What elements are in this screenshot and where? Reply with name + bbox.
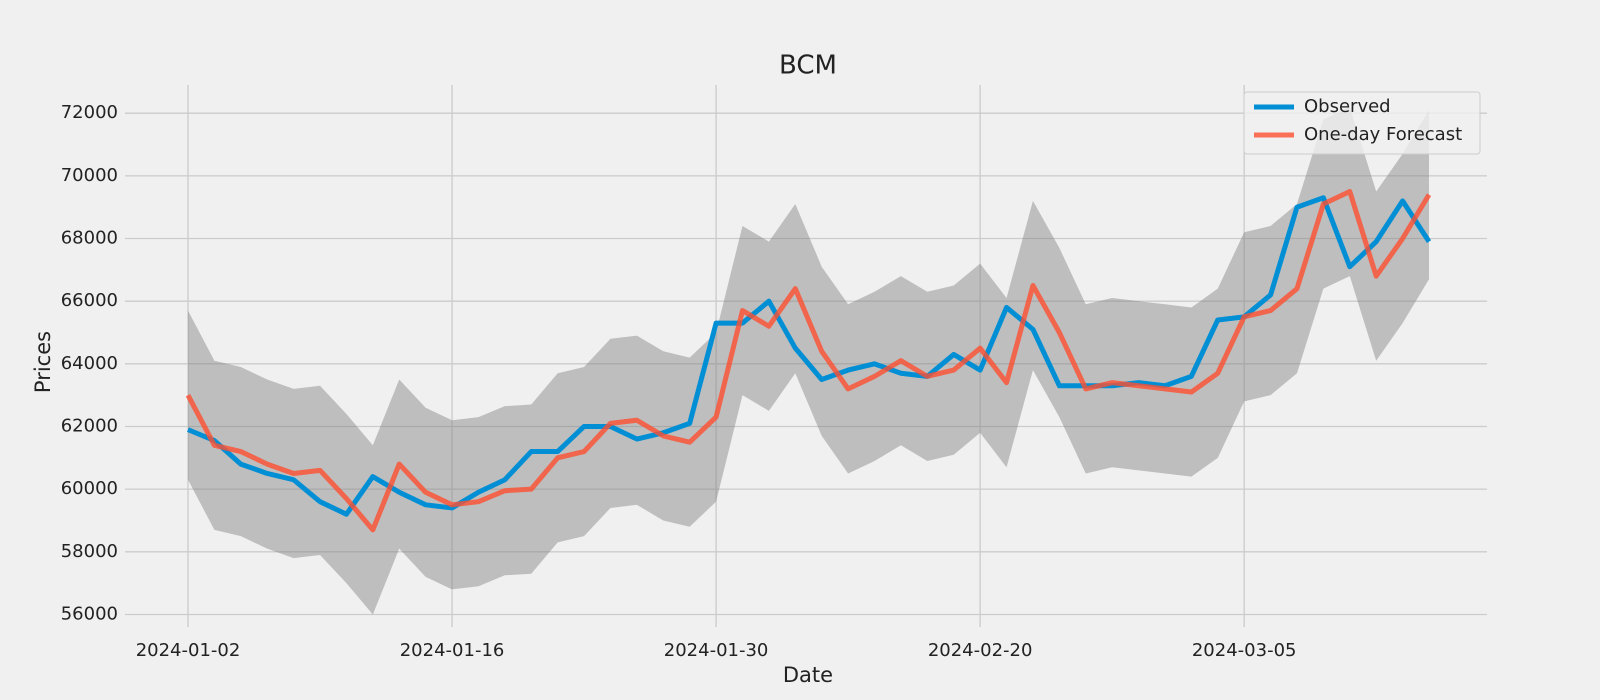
grid xyxy=(125,85,1487,627)
legend: Observed One-day Forecast xyxy=(1243,91,1481,155)
legend-label: Observed xyxy=(1304,96,1391,117)
chart-title: BCM xyxy=(779,51,837,81)
y-tick-label: 72000 xyxy=(61,102,118,123)
y-tick-label: 68000 xyxy=(61,228,118,249)
y-tick-label: 56000 xyxy=(61,603,118,624)
x-tick-label: 2024-03-05 xyxy=(1192,640,1297,661)
series-line xyxy=(185,189,1432,533)
y-axis-label: Prices xyxy=(31,331,55,393)
plot xyxy=(185,106,1432,615)
x-tick-label: 2024-02-20 xyxy=(928,640,1033,661)
x-tick-label: 2024-01-16 xyxy=(400,640,505,661)
x-tick-label: 2024-01-30 xyxy=(664,640,769,661)
y-tick-label: 58000 xyxy=(61,541,118,562)
y-tick-label: 64000 xyxy=(61,353,118,374)
y-tick-label: 70000 xyxy=(61,165,118,186)
x-tick-label: 2024-01-02 xyxy=(136,640,241,661)
legend-label: One-day Forecast xyxy=(1304,124,1462,145)
y-tick-label: 62000 xyxy=(61,415,118,436)
x-axis-label: Date xyxy=(783,663,833,687)
series-line xyxy=(187,195,1432,517)
y-tick-label: 66000 xyxy=(61,290,118,311)
legend-box xyxy=(1243,91,1481,155)
y-tick-label: 60000 xyxy=(61,478,118,499)
